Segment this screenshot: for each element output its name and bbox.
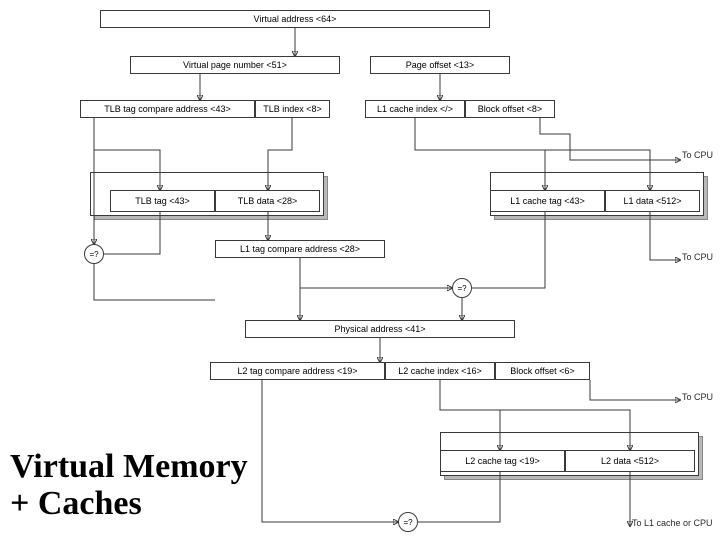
- box-l2-tag-compare: L2 tag compare address <19>: [210, 362, 385, 380]
- comparator-l2: =?: [398, 512, 418, 532]
- box-tlb-index: TLB index <8>: [255, 100, 330, 118]
- box-tlb-tag-compare: TLB tag compare address <43>: [80, 100, 255, 118]
- box-block-offset-1: Block offset <8>: [465, 100, 555, 118]
- box-vpn: Virtual page number <51>: [130, 56, 340, 74]
- box-virtual-address: Virtual address <64>: [100, 10, 490, 28]
- box-page-offset: Page offset <13>: [370, 56, 510, 74]
- box-tlb-data: TLB data <28>: [215, 190, 320, 212]
- box-l1-cache-index: L1 cache index </>: [365, 100, 465, 118]
- box-l1-data: L1 data <512>: [605, 190, 700, 212]
- label-to-l1-or-cpu: To L1 cache or CPU: [632, 518, 713, 528]
- title-line-1: Virtual Memory: [10, 448, 248, 485]
- box-l1-cache-tag: L1 cache tag <43>: [490, 190, 605, 212]
- label-to-cpu-3: To CPU: [682, 392, 713, 402]
- box-l2-cache-index: L2 cache index <16>: [385, 362, 495, 380]
- box-physical-address: Physical address <41>: [245, 320, 515, 338]
- box-tlb-tag: TLB tag <43>: [110, 190, 215, 212]
- box-block-offset-2: Block offset <6>: [495, 362, 590, 380]
- title-line-2: + Caches: [10, 485, 142, 522]
- box-l2-data: L2 data <512>: [565, 450, 695, 472]
- comparator-tlb: =?: [84, 244, 104, 264]
- comparator-l1: =?: [452, 278, 472, 298]
- label-to-cpu-1: To CPU: [682, 150, 713, 160]
- box-l1-tag-compare: L1 tag compare address <28>: [215, 240, 385, 258]
- label-to-cpu-2: To CPU: [682, 252, 713, 262]
- page-title: Virtual Memory + Caches: [10, 448, 248, 523]
- box-l2-cache-tag: L2 cache tag <19>: [440, 450, 565, 472]
